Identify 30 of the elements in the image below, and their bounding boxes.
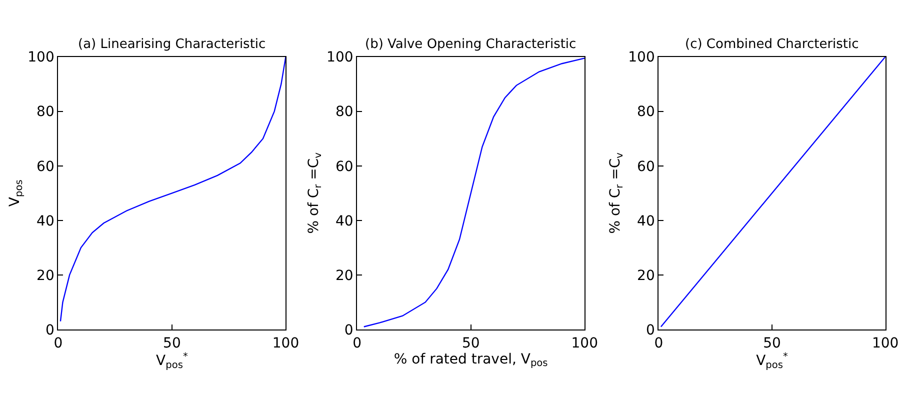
y-tick-label: 100 bbox=[28, 50, 54, 66]
x-tick-label: 50 bbox=[763, 335, 781, 352]
chart-title: (c) Combined Charcteristic bbox=[685, 37, 859, 52]
x-axis-title: % of rated travel, V$_{pos}$ bbox=[394, 351, 548, 370]
y-tick-label: 60 bbox=[637, 158, 655, 175]
y-tick-label: 80 bbox=[36, 104, 54, 120]
y-tick-label: 20 bbox=[637, 268, 655, 284]
y-tick-label: 20 bbox=[335, 268, 354, 284]
y-tick-label: 40 bbox=[637, 213, 655, 230]
y-tick-label: 100 bbox=[628, 50, 655, 66]
y-tick-label: 80 bbox=[637, 104, 655, 120]
y-tick-label: 20 bbox=[36, 268, 54, 284]
y-tick-label: 0 bbox=[646, 322, 655, 338]
y-tick-label: 60 bbox=[36, 158, 54, 175]
x-tick-label: 50 bbox=[462, 335, 480, 352]
x-tick-label: 100 bbox=[872, 335, 899, 352]
x-tick-label: 100 bbox=[272, 335, 300, 352]
y-tick-label: 100 bbox=[326, 50, 354, 66]
y-tick-label: 40 bbox=[36, 213, 54, 230]
chart-title: (a) Linearising Characteristic bbox=[78, 37, 266, 52]
y-tick-label: 80 bbox=[335, 104, 354, 120]
y-tick-label: 40 bbox=[335, 213, 354, 230]
x-tick-label: 50 bbox=[163, 335, 181, 352]
y-tick-label: 60 bbox=[335, 158, 354, 175]
line-series bbox=[363, 58, 585, 328]
chart-title: (b) Valve Opening Characteristic bbox=[365, 37, 576, 52]
line-series bbox=[60, 56, 286, 322]
x-tick-label: 100 bbox=[571, 335, 598, 352]
y-tick-label: 0 bbox=[45, 322, 54, 338]
y-tick-label: 0 bbox=[344, 322, 354, 338]
